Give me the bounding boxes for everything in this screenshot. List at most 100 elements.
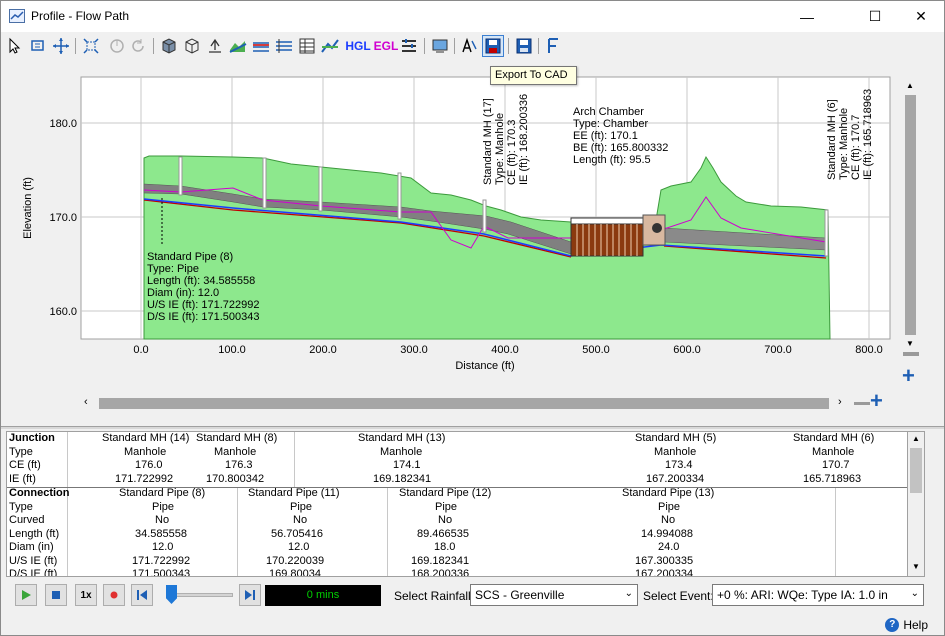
record-button[interactable] [103,584,125,606]
connection-type: Pipe [435,500,458,513]
connection-length: 56.705416 [271,527,323,540]
connection-diam: 12.0 [288,541,310,553]
connection-type: Pipe [290,500,313,513]
profile-chart-area: 180.0 170.0 160.0 0.0 100.0 200.0 300.0 … [1,60,944,425]
connection-type: Pipe [658,500,681,513]
length-label: Length (ft) [9,527,60,540]
event-select[interactable]: +0 %: ARI: WQe: Type IA: 1.0 in ⌄ [712,584,924,606]
chamber-annotation-line: BE (ft): 165.800332 [573,142,668,154]
scale-icon[interactable] [205,36,225,56]
profile-toolbar: HGL EGL [1,32,944,60]
pipe-annotation-line: Type: Pipe [147,263,199,275]
3d-view-icon[interactable] [159,36,179,56]
connection-diam: 12.0 [152,541,174,553]
vertical-zoom-in-icon[interactable]: + [902,363,915,388]
hgl-button[interactable]: HGL [345,39,371,53]
mh13-annotation: Standard MH (17] Type: Manhole CE (ft): … [482,94,530,185]
select-arrow-icon[interactable] [5,36,25,56]
refresh-icon[interactable] [128,36,148,56]
help-link[interactable]: ? Help [885,618,928,632]
skip-start-icon [137,590,147,600]
table-icon[interactable] [297,36,317,56]
hydraulics-icon[interactable] [251,36,271,56]
horizontal-zoom-in-icon[interactable]: + [870,388,883,413]
stop-icon [52,591,60,599]
grid-vertical-scrollbar[interactable]: ▲ ▼ [908,431,925,577]
junction-type: Manhole [214,445,257,458]
x-axis-label: Distance (ft) [455,360,514,372]
grade-icon[interactable] [274,36,294,56]
pan-icon[interactable] [51,36,71,56]
chamber-annotation-line: Type: Chamber [573,118,649,130]
type-label: Type [9,500,33,513]
chart-horizontal-scrollbar[interactable]: ‹ › [81,395,849,412]
profile-options-icon[interactable] [399,36,419,56]
vertical-scroll-thumb[interactable] [905,95,916,335]
ie-label: IE (ft) [9,472,36,485]
panel-splitter[interactable] [1,426,944,429]
grid-scroll-up-icon[interactable]: ▲ [912,434,920,443]
connection-name: Standard Pipe (8) [119,487,206,499]
junction-label: Junction [9,432,55,444]
zoom-extents-icon[interactable] [81,36,101,56]
junction-ce: 176.0 [135,459,163,471]
y-tick-label: 170.0 [49,212,77,224]
junction-ie: 167.200334 [646,472,705,485]
connection-type-row: Type Pipe Pipe Pipe Pipe [7,501,907,515]
settings-icon[interactable] [544,36,564,56]
junction-type: Manhole [654,445,697,458]
connection-length-row: Length (ft) 34.585558 56.705416 89.46653… [7,528,907,542]
x-tick-label: 300.0 [400,344,428,356]
mh-annotation-line: CE (ft): 170.7 [850,115,862,180]
skip-end-button[interactable] [239,584,261,606]
connection-dsie: 167.200334 [635,568,694,577]
playback-bar: 1x 0 mins Select Rainfall: SCS - Greenvi… [1,579,944,611]
speed-button[interactable]: 1x [75,584,97,606]
connection-curved: No [661,514,676,526]
rotate-icon[interactable] [107,36,127,56]
scroll-right-icon[interactable]: › [838,396,842,408]
junction-ce: 174.1 [393,459,421,471]
connection-header-row: Connection Standard Pipe (8) Standard Pi… [7,487,907,501]
mh-annotation-line: Standard MH (6] [826,99,838,180]
x-tick-label: 700.0 [764,344,792,356]
text-annotation-icon[interactable] [459,36,479,56]
scroll-left-icon[interactable]: ‹ [84,396,88,408]
close-button[interactable]: ✕ [915,8,927,24]
zoom-window-icon[interactable] [28,36,48,56]
scroll-down-icon[interactable]: ▼ [906,339,914,348]
grid-scroll-thumb[interactable] [910,448,922,493]
timeline-slider-thumb[interactable] [166,585,177,604]
chamber-annotation-line: EE (ft): 170.1 [573,130,638,142]
x-tick-label: 0.0 [133,344,148,356]
invert-line [143,199,827,259]
mh-annotation-line: CE (ft): 170.3 [506,120,518,185]
chevron-down-icon: ⌄ [910,588,919,599]
chart-vertical-scrollbar[interactable]: ▲ ▼ [903,79,918,352]
horizontal-zoom-out-icon[interactable] [854,402,870,405]
surface-icon[interactable] [228,36,248,56]
export-to-cad-icon[interactable] [482,35,504,57]
play-button[interactable] [15,584,37,606]
egl-button[interactable]: EGL [373,39,399,53]
toolbar-separator [454,38,455,54]
grid-scroll-down-icon[interactable]: ▼ [912,562,920,571]
rewind-button[interactable] [131,584,153,606]
pipe-annotation-line: Length (ft): 34.585558 [147,275,255,287]
horizontal-scroll-thumb[interactable] [99,398,829,409]
properties-icon[interactable] [320,36,340,56]
x-tick-label: 600.0 [673,344,701,356]
record-icon [110,591,118,599]
connection-length: 14.994088 [641,527,693,540]
timeline-slider-track[interactable] [169,593,233,597]
minimize-button[interactable]: — [800,8,814,25]
3d-wire-icon[interactable] [182,36,202,56]
maximize-button[interactable]: ☐ [868,8,882,24]
vertical-zoom-out-icon[interactable] [903,352,919,356]
scroll-up-icon[interactable]: ▲ [906,81,914,90]
stop-button[interactable] [45,584,67,606]
background-icon[interactable] [430,36,450,56]
save-icon[interactable] [514,36,534,56]
rainfall-select[interactable]: SCS - Greenville ⌄ [470,584,638,606]
